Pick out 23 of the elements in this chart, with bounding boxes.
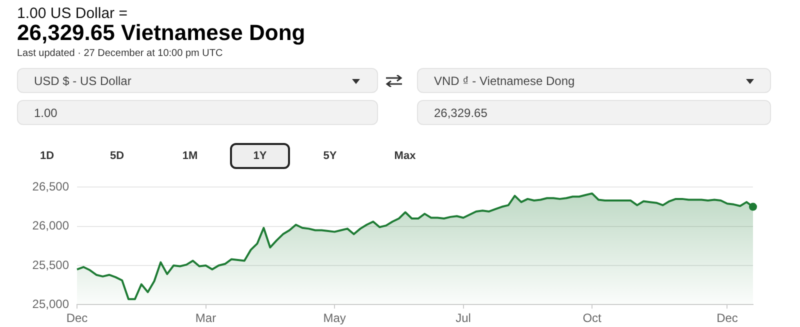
amount-field: 26,329.65 xyxy=(417,100,771,125)
text: Last updated · 27 December at 10:00 pm UTC xyxy=(17,48,223,59)
y-tick-label: 26,000 xyxy=(32,218,70,233)
amount-field: 1.00 xyxy=(17,100,378,125)
x-tick-label: Jul xyxy=(456,311,471,326)
y-tick-label: 26,500 xyxy=(32,180,70,194)
text: 1Y xyxy=(230,143,290,169)
x-tick-label: Dec xyxy=(66,311,88,326)
y-tick-label: 25,500 xyxy=(32,258,70,272)
chart-subtitle: 26,329.65 Vietnamese Dong xyxy=(17,20,306,46)
currency-select: USD $ - US Dollar xyxy=(17,68,378,93)
x-tick-label: Mar xyxy=(195,311,216,326)
text: 5Y xyxy=(322,149,338,164)
x-tick-label: Dec xyxy=(716,311,738,326)
text: 5D xyxy=(108,149,126,164)
text: 1D xyxy=(38,149,56,164)
text: 1M xyxy=(181,149,199,164)
x-tick-label: Oct xyxy=(582,311,602,326)
x-tick-label: May xyxy=(323,311,346,326)
chart-title: 1.00 US Dollar = xyxy=(17,5,128,22)
y-tick-label: 25,000 xyxy=(32,296,70,311)
text: Max xyxy=(393,149,417,164)
currency-select: VND ₫ - Vietnamese Dong xyxy=(417,68,771,93)
